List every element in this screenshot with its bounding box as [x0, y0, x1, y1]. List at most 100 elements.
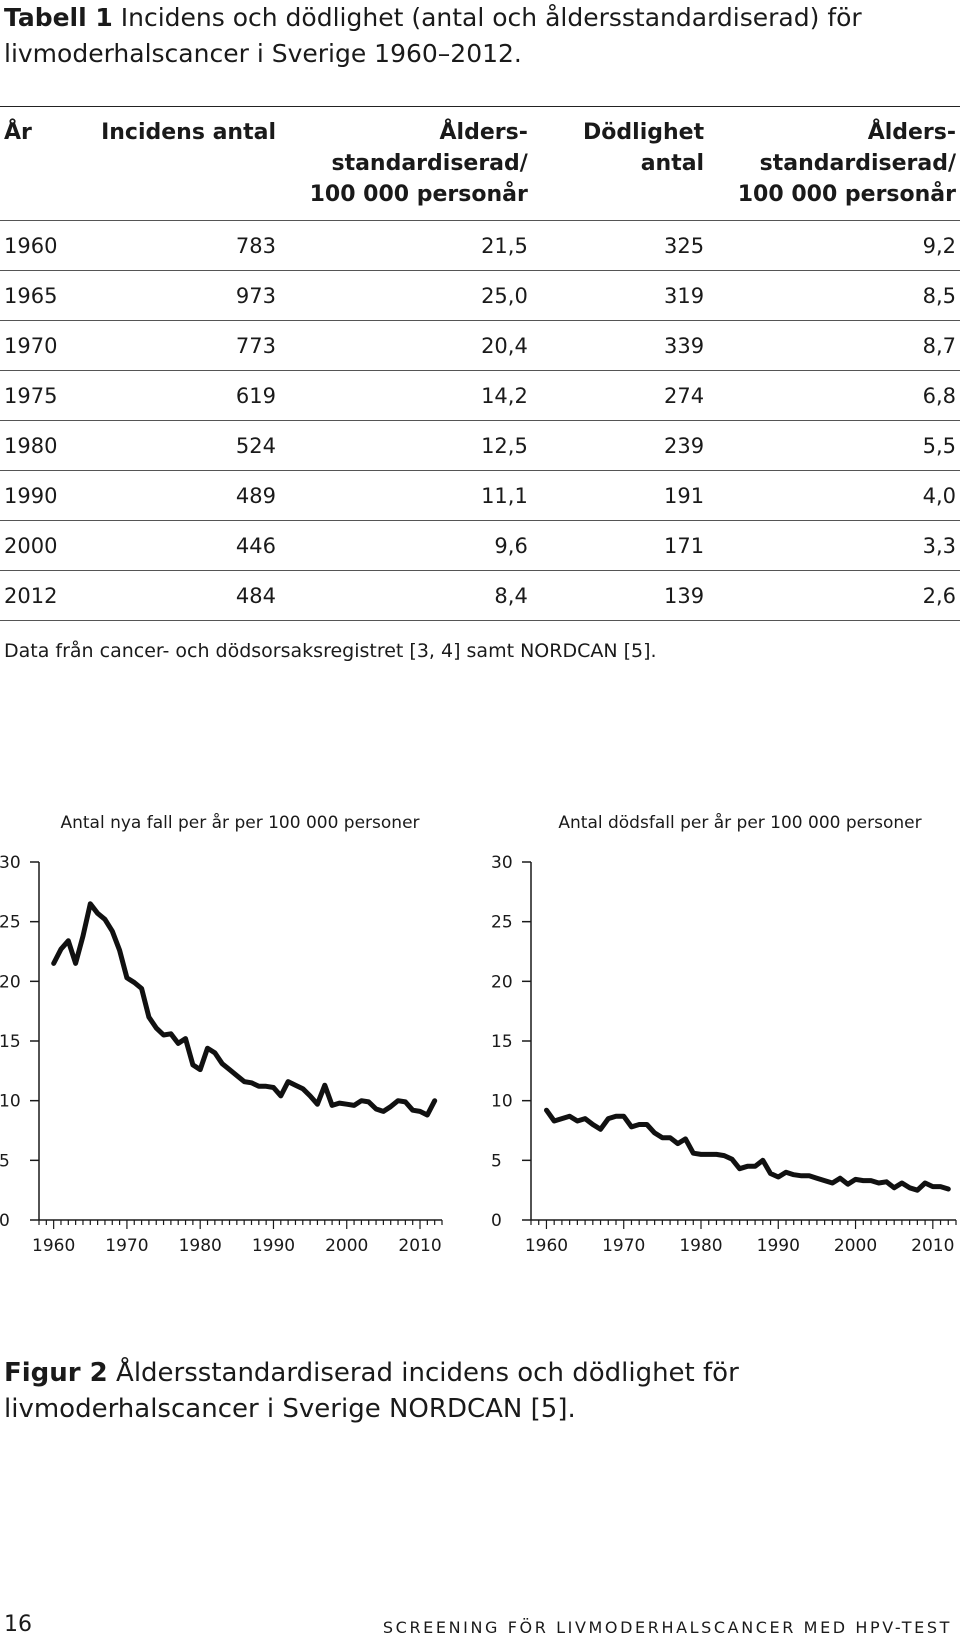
table-caption-text: Incidens och dödlighet (antal och ålders… — [4, 3, 862, 68]
header-line: Ålders- — [867, 120, 956, 145]
header-incidence-age-standardized: Ålders- standardiserad/ 100 000 personår — [276, 107, 528, 221]
cell-incidence-rate: 12,5 — [276, 420, 528, 471]
y-tick-label: 15 — [0, 1032, 21, 1052]
table-row: 2000 446 9,6 171 3,3 — [0, 520, 960, 571]
table-row: 1975 619 14,2 274 6,8 — [0, 370, 960, 421]
x-tick-label: 1990 — [252, 1236, 295, 1256]
figure-caption: Figur 2 Åldersstandardiserad incidens oc… — [4, 1355, 944, 1427]
y-tick-label: 25 — [0, 913, 21, 933]
table-row: 1980 524 12,5 239 5,5 — [0, 420, 960, 471]
cell-year: 1975 — [0, 370, 75, 421]
cell-mortality-count: 239 — [527, 420, 705, 471]
header-line: 100 000 personår — [737, 182, 956, 207]
cell-mortality-count: 319 — [527, 270, 705, 321]
y-tick-label: 0 — [491, 1211, 502, 1231]
cell-incidence-rate: 25,0 — [276, 270, 528, 321]
y-tick-label: 5 — [0, 1151, 10, 1171]
cell-year: 1970 — [0, 320, 75, 371]
x-tick-label: 2000 — [325, 1236, 368, 1256]
series-line — [544, 1107, 951, 1193]
cell-year: 1980 — [0, 420, 75, 471]
cell-incidence-count: 783 — [74, 220, 276, 271]
cell-year: 2000 — [0, 520, 75, 571]
table-row: 1960 783 21,5 325 9,2 — [0, 220, 960, 271]
cell-mortality-rate: 8,5 — [704, 270, 960, 321]
table-caption-label: Tabell 1 — [4, 3, 113, 32]
header-line: År — [4, 120, 32, 145]
cell-incidence-count: 446 — [74, 520, 276, 571]
cell-incidence-rate: 21,5 — [276, 220, 528, 271]
y-tick-label: 15 — [491, 1032, 513, 1052]
cell-mortality-count: 274 — [527, 370, 705, 421]
cell-incidence-count: 773 — [74, 320, 276, 371]
figure-caption-label: Figur 2 — [4, 1358, 108, 1388]
y-tick-label: 25 — [491, 913, 513, 933]
cell-incidence-rate: 11,1 — [276, 470, 528, 521]
header-year: År — [0, 107, 75, 221]
cell-mortality-rate: 3,3 — [704, 520, 960, 571]
table-row: 1990 489 11,1 191 4,0 — [0, 470, 960, 521]
chart-title: Antal nya fall per år per 100 000 person… — [60, 812, 419, 833]
header-line: standardiserad/ — [759, 151, 956, 176]
y-tick-label: 20 — [0, 972, 21, 992]
table-source-note: Data från cancer- och dödsorsaksregistre… — [4, 640, 657, 662]
cell-incidence-count: 524 — [74, 420, 276, 471]
y-tick-label: 10 — [0, 1092, 21, 1112]
cell-mortality-count: 325 — [527, 220, 705, 271]
x-tick-label: 2010 — [911, 1236, 954, 1256]
y-tick-label: 30 — [491, 853, 513, 873]
cell-incidence-count: 619 — [74, 370, 276, 421]
header-line: 100 000 personår — [309, 182, 528, 207]
chart-title: Antal dödsfall per år per 100 000 person… — [558, 812, 921, 833]
cell-mortality-rate: 6,8 — [704, 370, 960, 421]
table-header-row: År Incidens antal Ålders- standardiserad… — [0, 107, 960, 221]
cell-incidence-count: 489 — [74, 470, 276, 521]
header-line: Ålders- — [439, 120, 528, 145]
x-tick-label: 1990 — [757, 1236, 800, 1256]
table-row: 1970 773 20,4 339 8,7 — [0, 320, 960, 371]
x-tick-label: 1960 — [525, 1236, 568, 1256]
cell-mortality-rate: 8,7 — [704, 320, 960, 371]
cell-year: 2012 — [0, 570, 75, 621]
header-incidence-count: Incidens antal — [75, 107, 276, 221]
header-mortality-age-standardized: Ålders- standardiserad/ 100 000 personår — [704, 107, 960, 221]
x-tick-label: 2000 — [834, 1236, 877, 1256]
cell-incidence-rate: 14,2 — [276, 370, 528, 421]
running-header: SCREENING FÖR LIVMODERHALSCANCER MED HPV… — [382, 1618, 952, 1637]
cell-incidence-rate: 20,4 — [276, 320, 528, 371]
x-tick-label: 1970 — [105, 1236, 148, 1256]
x-tick-label: 2010 — [398, 1236, 441, 1256]
x-tick-label: 1960 — [32, 1236, 75, 1256]
y-tick-label: 30 — [0, 853, 21, 873]
cell-mortality-rate: 4,0 — [704, 470, 960, 521]
table-caption: Tabell 1 Incidens och dödlighet (antal o… — [4, 0, 944, 72]
cell-incidence-rate: 9,6 — [276, 520, 528, 571]
y-tick-label: 10 — [491, 1092, 513, 1112]
cell-incidence-count: 484 — [74, 570, 276, 621]
table-row: 1965 973 25,0 319 8,5 — [0, 270, 960, 321]
cell-year: 1965 — [0, 270, 75, 321]
figure-charts: Antal nya fall per år per 100 000 person… — [0, 812, 957, 1256]
cell-mortality-count: 339 — [527, 320, 705, 371]
y-tick-label: 20 — [491, 972, 513, 992]
y-tick-label: 0 — [0, 1211, 10, 1231]
cell-mortality-rate: 2,6 — [704, 570, 960, 621]
header-line: standardiserad/ — [331, 151, 528, 176]
header-line: antal — [640, 151, 705, 176]
x-tick-label: 1980 — [679, 1236, 722, 1256]
cell-incidence-count: 973 — [74, 270, 276, 321]
header-line: Dödlighet — [583, 120, 705, 145]
series-line — [51, 901, 438, 1118]
y-tick-label: 5 — [491, 1151, 502, 1171]
table-row: 2012 484 8,4 139 2,6 — [0, 570, 960, 621]
cell-mortality-count: 139 — [527, 570, 705, 621]
header-line: Incidens antal — [101, 120, 276, 145]
incidence-mortality-table: År Incidens antal Ålders- standardiserad… — [0, 106, 960, 621]
page-number: 16 — [4, 1612, 32, 1637]
mortality-chart: Antal dödsfall per år per 100 000 person… — [491, 812, 957, 1256]
x-tick-label: 1970 — [602, 1236, 645, 1256]
cell-mortality-count: 191 — [527, 470, 705, 521]
cell-mortality-rate: 9,2 — [704, 220, 960, 271]
cell-mortality-rate: 5,5 — [704, 420, 960, 471]
x-tick-label: 1980 — [179, 1236, 222, 1256]
